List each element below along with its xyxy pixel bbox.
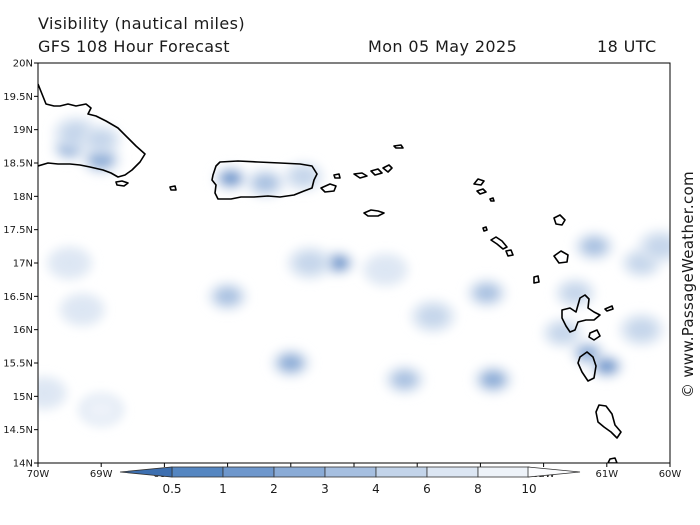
culebra-island <box>333 173 341 179</box>
colorbar-segment <box>171 466 224 478</box>
guadeloupe-coastline <box>561 294 601 333</box>
colorbar-high-arrow <box>527 466 581 478</box>
forecast-date: Mon 05 May 2025 <box>368 37 518 56</box>
lon-tick-label: 70W <box>27 469 50 480</box>
lat-tick-label: 16.5N <box>3 292 33 303</box>
forecast-time: 18 UTC <box>597 37 657 56</box>
nevis-island <box>505 249 514 257</box>
low-visibility-area <box>573 231 615 262</box>
lon-tick-label: 61W <box>595 469 618 480</box>
anegada-island <box>393 144 404 149</box>
colorbar-label: 6 <box>423 482 431 496</box>
antigua-island <box>553 250 569 264</box>
lat-tick-label: 14.5N <box>3 425 33 436</box>
low-visibility-area <box>270 348 312 378</box>
low-visibility-area <box>384 364 425 395</box>
tortola-island <box>370 168 383 176</box>
low-visibility-area <box>46 246 93 280</box>
vieques-island <box>320 183 337 193</box>
lat-tick-label: 16N <box>13 325 33 336</box>
low-visibility-area <box>618 312 665 347</box>
lon-tick-label: 60W <box>659 469 682 480</box>
puerto-rico-coastline <box>211 160 318 200</box>
low-visibility-area <box>589 353 625 380</box>
low-visibility-area <box>472 364 514 395</box>
low-visibility-area <box>542 318 583 348</box>
lat-tick-label: 19.5N <box>3 92 33 103</box>
colorbar-label: 0.5 <box>162 482 181 496</box>
colorbar: 0.5 1 2 3 4 6 8 10 <box>119 466 581 496</box>
colorbar-segment <box>426 466 479 478</box>
virgin-gorda-island <box>382 164 393 173</box>
lat-tick-label: 15N <box>13 392 33 403</box>
colorbar-segment <box>222 466 275 478</box>
low-visibility-area <box>80 124 122 155</box>
lat-tick-label: 14N <box>13 459 33 470</box>
hispaniola-south-islet <box>115 180 129 187</box>
colorbar-label: 8 <box>474 482 482 496</box>
st-barthelemy-island <box>489 197 495 202</box>
map-title: Visibility (nautical miles) <box>38 14 246 33</box>
barbuda-island <box>553 214 566 226</box>
low-visibility-area <box>283 161 324 192</box>
low-visibility-area <box>362 252 409 287</box>
la-desirade-island <box>604 305 614 312</box>
saba-island <box>482 226 488 232</box>
anguilla-island <box>473 178 485 186</box>
lat-tick-label: 18N <box>13 192 33 203</box>
colorbar-segment <box>375 466 428 478</box>
low-visibility-area <box>286 246 333 280</box>
low-visibility-area <box>78 392 125 427</box>
st-thomas-island <box>353 172 368 179</box>
low-visibility-area <box>410 299 456 334</box>
latitude-axis: 20N 19.5N 19N 18.5N 18N 17.5N 17N 16.5N 16N 15.5N… <box>3 59 38 470</box>
low-visibility-area <box>466 278 507 308</box>
visibility-shading <box>38 116 670 427</box>
st-martin-island <box>476 188 487 195</box>
lat-tick-label: 15.5N <box>3 359 33 370</box>
lat-tick-label: 18.5N <box>3 159 33 170</box>
colorbar-low-arrow <box>119 466 173 478</box>
forecast-model-label: GFS 108 Hour Forecast <box>38 37 230 56</box>
low-visibility-area <box>213 165 249 192</box>
marie-galante-island <box>588 329 601 341</box>
st-lucia-island <box>607 457 618 463</box>
colorbar-segment <box>324 466 377 478</box>
hispaniola-coastline <box>38 83 146 178</box>
colorbar-label: 2 <box>270 482 278 496</box>
lat-tick-label: 19N <box>13 125 33 136</box>
st-croix-island <box>363 209 385 217</box>
low-visibility-area <box>245 168 286 198</box>
lat-tick-label: 17N <box>13 259 33 270</box>
colorbar-label: 10 <box>521 482 536 496</box>
colorbar-label: 1 <box>219 482 227 496</box>
dominica-island <box>577 351 597 382</box>
low-visibility-area <box>38 376 68 410</box>
low-visibility-area <box>59 292 106 327</box>
lon-tick-label: 69W <box>90 469 113 480</box>
mona-island <box>169 185 177 191</box>
coastlines <box>38 83 622 463</box>
st-kitts-island <box>490 236 508 250</box>
lat-tick-label: 20N <box>13 59 33 70</box>
colorbar-segment <box>273 466 326 478</box>
low-visibility-area <box>637 229 670 264</box>
lat-tick-label: 17.5N <box>3 225 33 236</box>
colorbar-segment <box>477 466 530 478</box>
martinique-island <box>595 404 622 439</box>
low-visibility-area <box>207 281 248 312</box>
colorbar-label: 3 <box>321 482 329 496</box>
low-visibility-area <box>554 278 596 308</box>
colorbar-label: 4 <box>372 482 380 496</box>
montserrat-island <box>533 275 540 284</box>
